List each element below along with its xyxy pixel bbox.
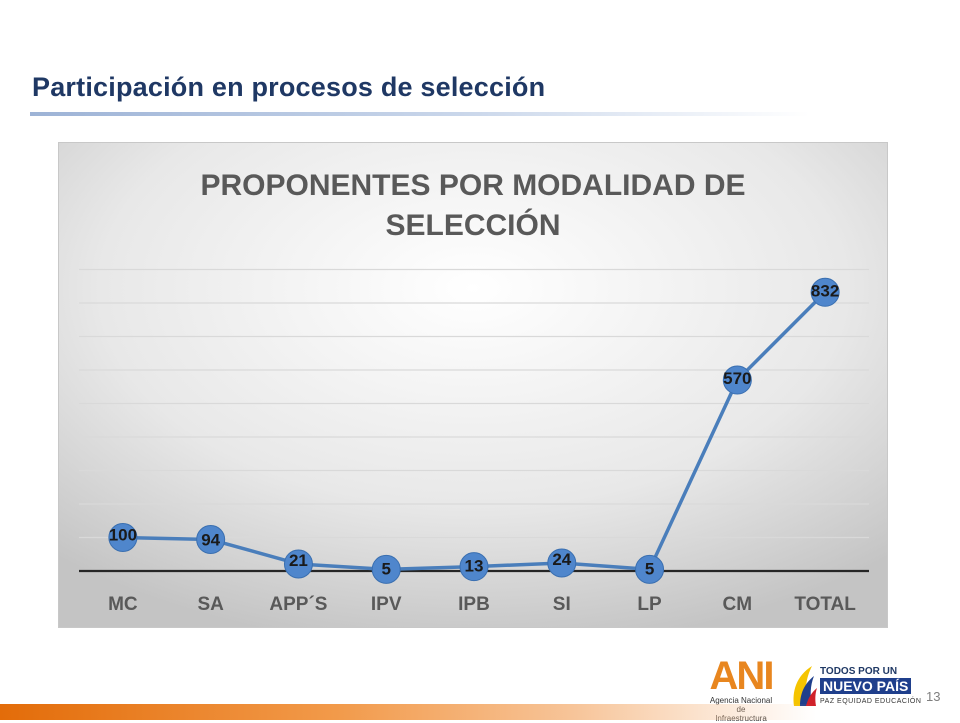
data-label: 832 — [811, 281, 839, 300]
x-tick-label: SA — [197, 594, 224, 615]
x-tick-label: TOTAL — [794, 594, 856, 615]
data-point — [196, 525, 226, 555]
chart-x-axis: MC SA APP´S IPV IPB SI LP CM TOTAL — [79, 569, 869, 615]
nuevo-pais-logo: TODOS POR UN NUEVO PAÍS PAZ EQUIDAD EDUC… — [790, 660, 921, 712]
chart-gridlines — [79, 268, 869, 539]
data-label: 5 — [645, 559, 654, 578]
x-tick-label: LP — [637, 594, 662, 615]
data-label: 94 — [201, 531, 220, 550]
x-tick-label: APP´S — [269, 594, 327, 615]
data-label: 24 — [552, 550, 571, 569]
data-label: 13 — [465, 557, 484, 576]
nuevo-pais-line1: TODOS POR UN — [820, 666, 898, 677]
title-underline — [30, 112, 810, 116]
nuevo-pais-line2: NUEVO PAÍS — [820, 678, 912, 694]
chart-container: PROPONENTES POR MODALIDAD DE SELECCIÓN MC… — [58, 142, 888, 628]
chart-title: PROPONENTES POR MODALIDAD DE SELECCIÓN — [200, 169, 745, 242]
footer-accent-bar — [0, 704, 960, 720]
ani-logo-mark: ANI — [709, 654, 775, 698]
slide-title: Participación en procesos de selección — [32, 72, 546, 102]
chart-data-labels: 100 94 21 5 13 24 5 570 832 — [109, 281, 840, 578]
chart-series — [108, 277, 840, 584]
x-tick-label: SI — [553, 594, 571, 615]
data-label: 100 — [109, 526, 137, 545]
data-label: 21 — [289, 551, 308, 570]
data-point — [371, 554, 401, 584]
page-number: 13 — [926, 689, 941, 704]
data-point — [547, 548, 577, 578]
data-point — [810, 277, 840, 307]
data-point — [459, 552, 489, 582]
data-point — [635, 554, 665, 584]
nuevo-pais-line3: PAZ EQUIDAD EDUCACIÓN — [820, 698, 922, 705]
data-label: 570 — [723, 369, 751, 388]
chart-title-line-2: SELECCIÓN — [385, 208, 560, 242]
chart-title-line-1: PROPONENTES POR MODALIDAD DE — [200, 169, 745, 202]
data-point — [283, 549, 313, 579]
data-point — [108, 523, 138, 552]
x-tick-label: CM — [723, 594, 753, 615]
x-tick-label: MC — [108, 594, 138, 615]
x-tick-label: IPV — [371, 594, 402, 615]
data-point — [722, 365, 752, 395]
data-label: 5 — [381, 559, 390, 578]
colombia-flag-icon — [793, 666, 817, 706]
x-tick-label: IPB — [458, 594, 490, 615]
chart-svg: PROPONENTES POR MODALIDAD DE SELECCIÓN MC… — [59, 143, 887, 627]
